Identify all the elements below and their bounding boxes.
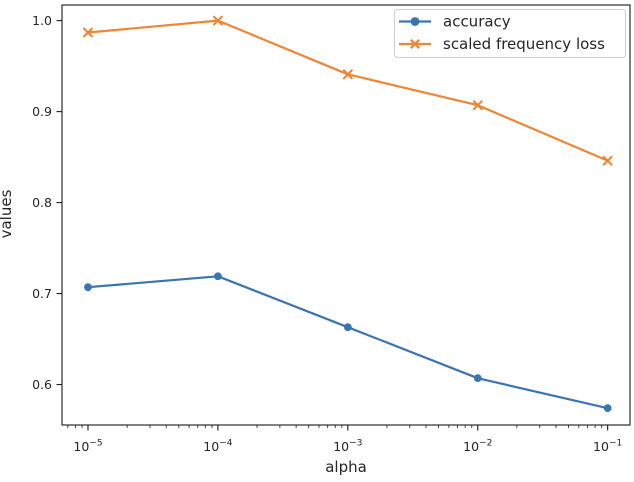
y-tick-label: 0.6 <box>32 377 52 392</box>
y-tick-label: 0.8 <box>32 195 52 210</box>
x-tick-label: 10−3 <box>333 439 362 455</box>
series-layer <box>83 15 613 413</box>
legend-marker-circle-icon <box>410 17 420 26</box>
x-tick-label: 10−1 <box>593 439 622 455</box>
legend-marker-x-icon <box>410 39 420 49</box>
data-point-x <box>602 155 613 166</box>
x-tick-label: 10−5 <box>73 439 102 455</box>
data-point-x <box>212 15 223 26</box>
y-tick-label: 0.7 <box>32 286 52 301</box>
data-point-circle <box>473 374 482 383</box>
y-tick-label: 0.9 <box>32 104 52 119</box>
x-axis-label: alpha <box>325 458 367 476</box>
data-point-circle <box>214 272 222 281</box>
plot-area <box>62 5 630 425</box>
plot-border <box>61 4 631 426</box>
data-point-circle <box>603 404 612 413</box>
data-point-circle <box>343 323 352 332</box>
data-point-x <box>342 69 353 80</box>
y-axis-label: values <box>0 189 15 238</box>
x-tick-label: 10−4 <box>203 439 232 455</box>
y-tick-label: 1.0 <box>32 13 52 28</box>
data-point-x <box>83 27 93 38</box>
legend-box <box>394 9 626 58</box>
legend-label-scaled-frequency-loss: scaled frequency loss <box>443 35 605 53</box>
legend: accuracy scaled frequency loss <box>394 9 626 58</box>
legend-label-accuracy: accuracy <box>443 13 511 31</box>
data-point-x <box>472 100 483 111</box>
x-tick-label: 10−2 <box>463 439 492 455</box>
data-point-circle <box>84 283 92 292</box>
axes-ticks-layer: 0.6 0.7 0.8 0.9 1.0 10−5 10−4 10−3 10−2 10−1 <box>32 13 622 454</box>
